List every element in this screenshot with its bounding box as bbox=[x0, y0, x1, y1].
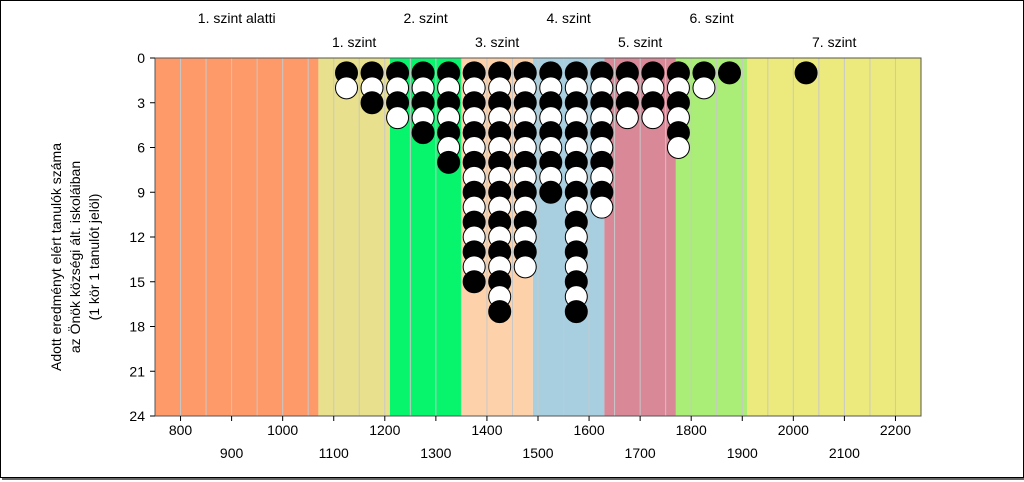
student-dot-white bbox=[666, 136, 690, 159]
student-dot-white bbox=[335, 76, 358, 100]
level-label: 6. szint bbox=[689, 10, 733, 26]
y-tick-label: 24 bbox=[129, 408, 145, 424]
level-label: 7. szint bbox=[812, 34, 856, 50]
band-8 bbox=[747, 58, 921, 416]
x-tick-label: 2000 bbox=[778, 422, 809, 438]
y-tick-label: 6 bbox=[137, 140, 145, 156]
y-axis-title: Adott eredményt elért tanulók száma az Ön… bbox=[48, 143, 102, 371]
student-dot-black bbox=[437, 150, 461, 174]
x-tick-label: 1200 bbox=[369, 422, 400, 438]
student-dot-white bbox=[590, 195, 614, 219]
band-2 bbox=[318, 58, 390, 416]
x-tick-label: 1700 bbox=[625, 445, 656, 461]
student-dot-black bbox=[488, 300, 512, 324]
x-tick-label: 1400 bbox=[471, 422, 502, 438]
x-tick-label: 1900 bbox=[727, 445, 758, 461]
x-tick-label: 1800 bbox=[676, 422, 707, 438]
student-dot-white bbox=[692, 76, 716, 100]
x-tick-label: 900 bbox=[220, 445, 244, 461]
student-dot-black bbox=[360, 91, 384, 115]
x-tick-label: 1100 bbox=[319, 445, 349, 461]
band-1 bbox=[155, 58, 319, 416]
x-tick-label: 1500 bbox=[522, 445, 553, 461]
student-dot-black bbox=[462, 270, 486, 294]
student-dot-white bbox=[513, 255, 537, 279]
level-label: 2. szint bbox=[403, 10, 447, 26]
level-label: 1. szint bbox=[332, 34, 376, 50]
level-label: 1. szint alatti bbox=[198, 10, 276, 26]
y-tick-label: 15 bbox=[129, 274, 145, 290]
student-dot-black bbox=[564, 300, 588, 324]
x-tick-label: 1300 bbox=[420, 445, 451, 461]
y-axis-title-line: (1 kör 1 tanulót jelöl) bbox=[86, 194, 102, 321]
y-tick-label: 21 bbox=[129, 363, 145, 379]
student-dots bbox=[335, 61, 818, 324]
student-dot-black bbox=[794, 61, 818, 85]
student-dot-black bbox=[718, 61, 741, 85]
x-tick-label: 1000 bbox=[267, 422, 298, 438]
level-label: 3. szint bbox=[475, 34, 519, 50]
vertical-gridlines bbox=[180, 58, 896, 416]
y-axis-title-line: Adott eredményt elért tanulók száma bbox=[48, 143, 64, 371]
axes: 0 3 6 9 12 15 18 21 24 800 1000 1200 1400 1600 1800 200… bbox=[129, 50, 922, 461]
y-tick-label: 3 bbox=[137, 95, 145, 111]
x-tick-label: 2100 bbox=[829, 445, 860, 461]
y-axis-title-line: az Önök községi ált. iskoláiban bbox=[66, 161, 83, 353]
y-tick-label: 12 bbox=[129, 229, 145, 245]
level-label: 4. szint bbox=[546, 10, 590, 26]
student-dot-black bbox=[411, 121, 435, 145]
student-dot-white bbox=[615, 106, 639, 130]
y-tick-label: 0 bbox=[137, 50, 145, 66]
level-label: 5. szint bbox=[618, 34, 662, 50]
y-tick-label: 9 bbox=[137, 184, 145, 200]
student-dot-white bbox=[641, 106, 665, 130]
level-labels: 1. szint alatti 1. szint 2. szint 3. szint 4… bbox=[198, 10, 857, 50]
x-tick-label: 2200 bbox=[880, 422, 911, 438]
x-tick-label: 1600 bbox=[573, 422, 604, 438]
x-tick-label: 800 bbox=[169, 422, 193, 438]
student-dot-white bbox=[386, 106, 410, 130]
student-dot-black bbox=[539, 180, 563, 204]
y-tick-label: 18 bbox=[129, 319, 145, 335]
